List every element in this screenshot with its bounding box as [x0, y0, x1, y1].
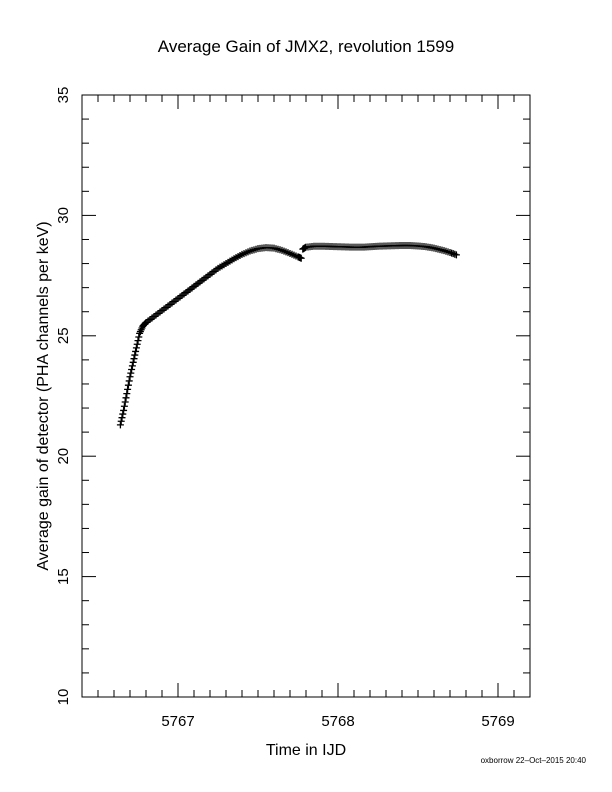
data-point [125, 377, 133, 385]
data-point [297, 254, 305, 262]
data-point [452, 251, 460, 259]
axis-ticks [81, 94, 531, 698]
data-point [121, 398, 129, 406]
data-point [116, 421, 124, 429]
data-point [124, 381, 132, 389]
chart-title: Average Gain of JMX2, revolution 1599 [158, 37, 454, 56]
data-point [133, 340, 141, 348]
y-tick-label: 20 [55, 448, 72, 465]
data-point [135, 333, 143, 341]
data-point [132, 344, 140, 352]
data-point [131, 351, 139, 359]
data-point [120, 406, 128, 414]
x-tick-label: 5769 [481, 713, 514, 730]
footer-timestamp: oxborrow 22–Oct–2015 20:40 [480, 756, 586, 765]
data-point [126, 373, 134, 381]
data-point [122, 394, 130, 402]
y-axis-label: Average gain of detector (PHA channels p… [35, 221, 52, 570]
data-point [127, 369, 135, 377]
data-point [119, 410, 127, 418]
x-tick-label: 5767 [161, 713, 194, 730]
plot-frame [81, 94, 531, 698]
y-tick-label: 30 [55, 207, 72, 224]
data-point [117, 417, 125, 425]
data-point [128, 366, 136, 374]
data-point [124, 385, 132, 393]
x-tick-label: 5768 [321, 713, 354, 730]
data-point [134, 337, 142, 345]
x-axis-label: Time in IJD [266, 742, 346, 759]
y-tick-label: 15 [55, 568, 72, 585]
data-point [120, 402, 128, 410]
data-point [130, 355, 138, 363]
y-tick-label: 10 [55, 689, 72, 706]
data-point [128, 362, 136, 370]
data-point [132, 347, 140, 355]
y-tick-label: 35 [55, 87, 72, 104]
data-points [116, 242, 460, 429]
axis-tick-labels: 5767 5768 5769 10 15 20 25 30 35 [55, 87, 515, 730]
y-tick-label: 25 [55, 327, 72, 344]
data-point [123, 390, 131, 398]
data-point [129, 358, 137, 366]
data-point [118, 414, 126, 422]
